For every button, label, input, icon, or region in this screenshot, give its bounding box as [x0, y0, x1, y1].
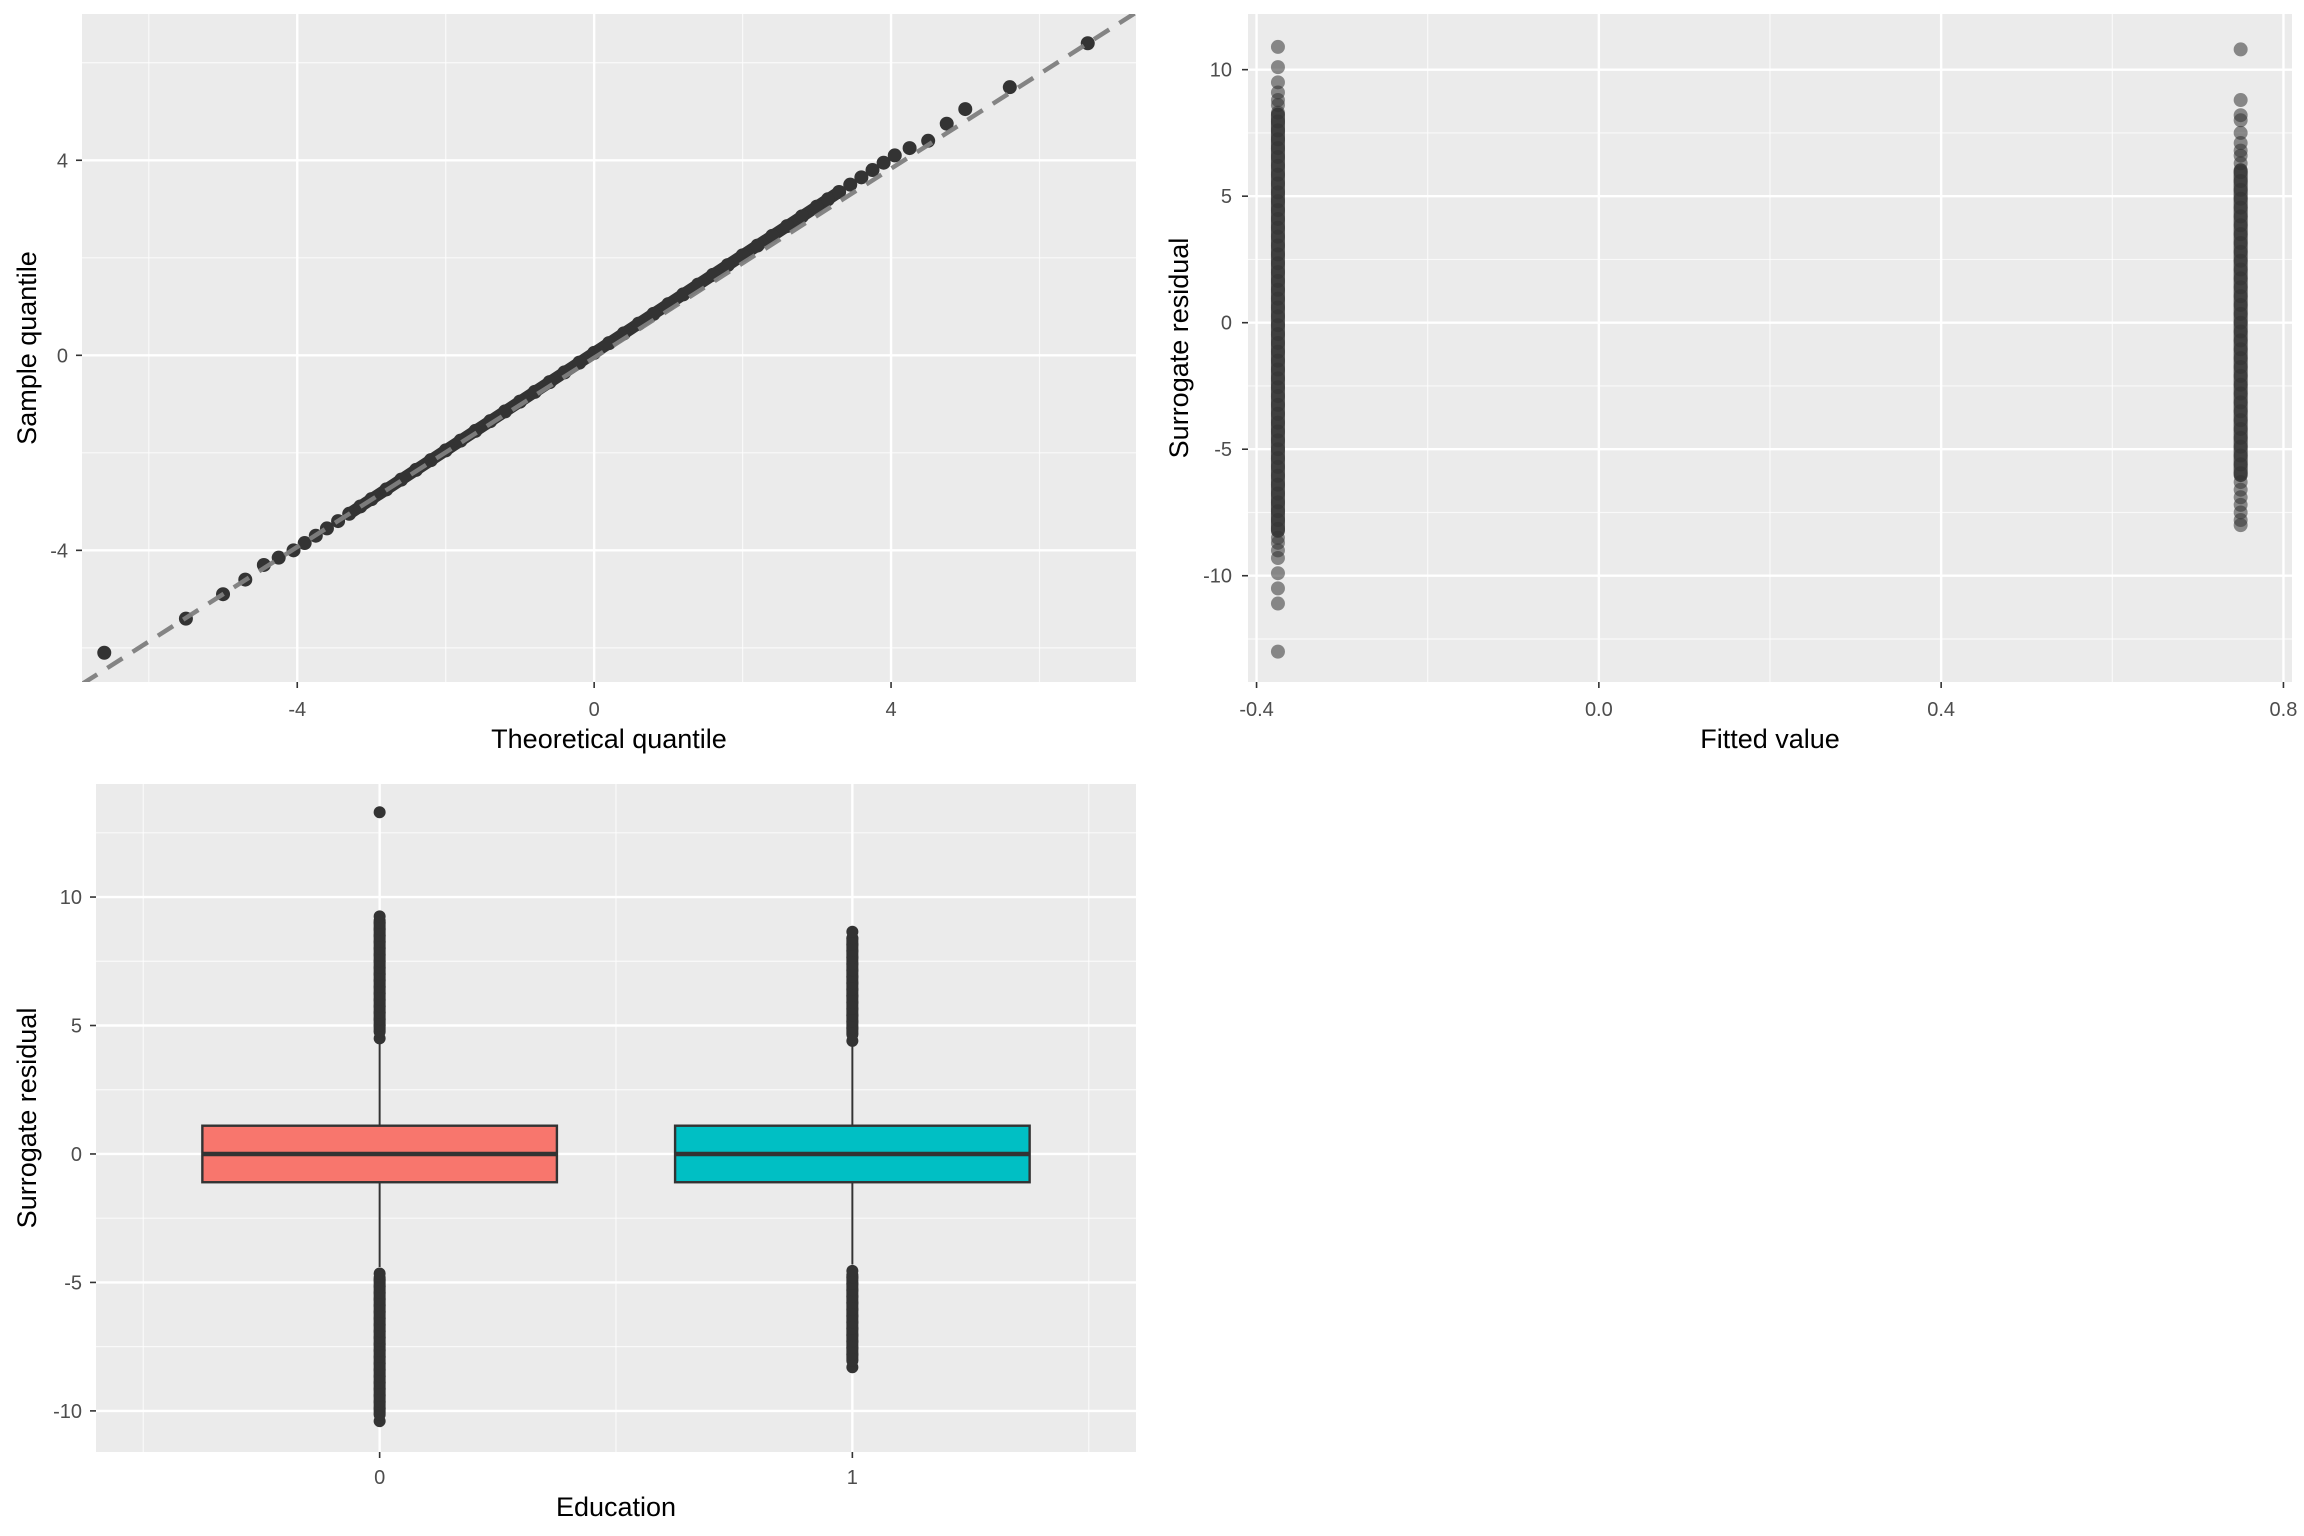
box-outlier-point [846, 1264, 859, 1277]
fitted-point [2233, 113, 2248, 128]
qq-point [572, 355, 587, 370]
qq-plot-panel: -4 0 4 -4 0 4 Theoretical quantile Sample quant… [12, 14, 1136, 754]
qq-point [297, 536, 312, 551]
qq-point [423, 453, 438, 468]
qq-point [498, 404, 513, 419]
x-tick-label: 0 [374, 1467, 385, 1489]
y-tick-label: 5 [1221, 186, 1232, 208]
residual-vs-fitted-panel: -10 -5 0 5 10 -0.4 0.0 0.4 0.8 Fitted value Surrog… [1164, 14, 2297, 754]
fitted-point [1270, 551, 1285, 566]
fitted-point [2233, 125, 2248, 140]
y-tick-label: -4 [50, 540, 68, 562]
x-axis-title: Theoretical quantile [491, 724, 727, 754]
x-axis-title: Fitted value [1700, 724, 1840, 754]
qq-point [271, 550, 286, 565]
fitted-point [1270, 596, 1285, 611]
qq-point [646, 306, 661, 321]
fitted-point [1270, 75, 1285, 90]
fitted-point [1270, 60, 1285, 75]
x-tick-label: 4 [885, 699, 896, 721]
qq-point [958, 102, 973, 117]
fitted-point [1270, 581, 1285, 596]
qq-point [676, 287, 691, 302]
qq-point [780, 219, 795, 234]
y-axis-title: Sample quantile [12, 251, 42, 445]
qq-point [854, 170, 869, 185]
qq-point [832, 184, 847, 199]
qq-point [794, 209, 809, 224]
fitted-point [1270, 39, 1285, 54]
qq-point [939, 116, 954, 131]
qq-point [720, 258, 735, 273]
y-tick-label: 0 [1221, 313, 1232, 335]
box-outlier-point [373, 1267, 386, 1280]
qq-point [820, 192, 835, 207]
fitted-point [1270, 566, 1285, 581]
y-tick-label: 10 [1210, 60, 1232, 82]
x-tick-label: 0 [589, 699, 600, 721]
qq-point [602, 336, 616, 351]
fitted-point [2233, 93, 2248, 108]
y-tick-label: 0 [57, 345, 68, 367]
x-tick-label: 1 [847, 1467, 858, 1489]
qq-point [843, 177, 858, 192]
qq-point [809, 199, 824, 214]
x-tick-label: -4 [288, 699, 306, 721]
fitted-point [1270, 98, 1285, 113]
y-tick-label: 5 [71, 1016, 82, 1038]
qq-point [97, 645, 112, 660]
residual-boxplot-panel: -10 -5 0 5 10 0 1 Education Surrogate residual [12, 784, 1136, 1522]
qq-point [876, 155, 891, 170]
fitted-point [2233, 42, 2248, 57]
qq-point [902, 141, 917, 156]
fitted-point [2233, 518, 2248, 533]
y-tick-label: 4 [57, 150, 68, 172]
qq-point [1002, 80, 1017, 95]
fitted-point [2233, 148, 2248, 163]
x-axis-title: Education [556, 1492, 676, 1522]
y-tick-label: -5 [64, 1272, 82, 1294]
qq-point [527, 384, 542, 399]
qq-plot-area [82, 14, 1136, 682]
x-tick-label: 0.4 [1927, 699, 1955, 721]
x-tick-label: 0.8 [2270, 699, 2298, 721]
y-tick-label: 10 [60, 887, 82, 909]
y-tick-label: 0 [71, 1144, 82, 1166]
box-outlier-point [846, 925, 859, 938]
qq-point [887, 148, 902, 163]
y-axis-title: Surrogate residual [12, 1008, 42, 1229]
qq-point [750, 238, 765, 253]
y-tick-label: -10 [1203, 566, 1232, 588]
box-outlier-point [373, 910, 386, 923]
qq-point [865, 163, 880, 178]
y-tick-label: -5 [1214, 439, 1232, 461]
y-tick-label: -10 [53, 1401, 82, 1423]
x-tick-label: -0.4 [1239, 699, 1273, 721]
y-axis-title: Surrogate residual [1164, 238, 1194, 459]
x-tick-label: 0.0 [1585, 699, 1613, 721]
fitted-point [1270, 644, 1285, 659]
box-outlier-point [373, 806, 386, 819]
